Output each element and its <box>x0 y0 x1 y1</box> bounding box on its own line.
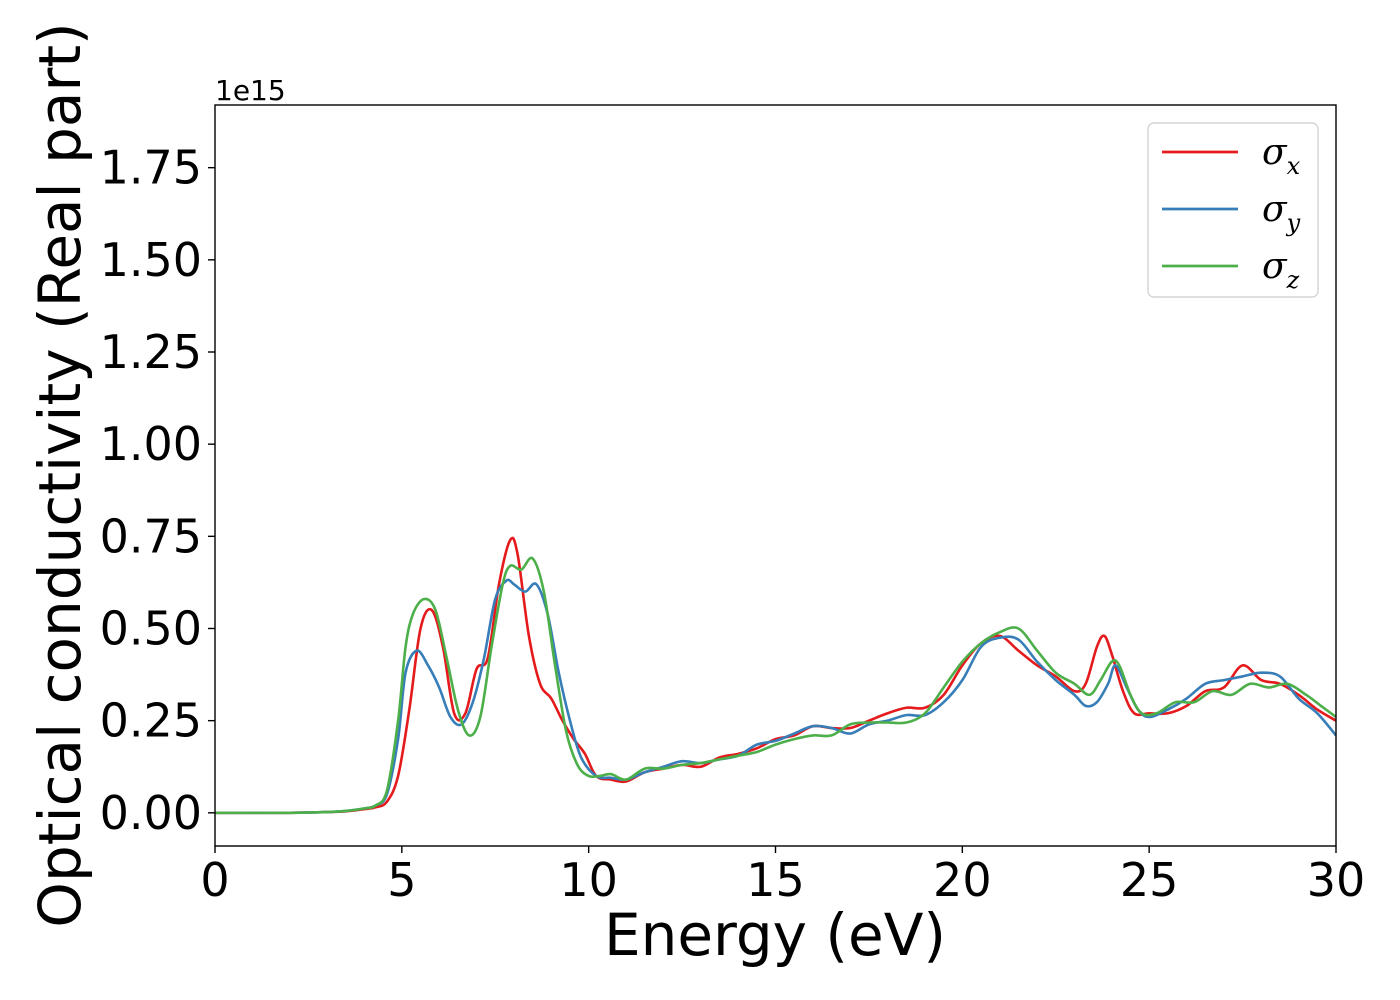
legend-label-z: σz <box>1262 246 1300 294</box>
y-tick-label: 1.00 <box>100 417 202 471</box>
y-tick-label: 1.25 <box>100 325 202 379</box>
x-tick-label: 20 <box>933 853 992 907</box>
y-axis-ticks: 0.00 0.25 0.50 0.75 1.00 1.25 1.50 1.75 <box>100 141 215 840</box>
y-tick-label: 1.75 <box>100 141 202 195</box>
x-axis-ticks: 0 5 10 15 20 25 30 <box>200 846 1365 907</box>
y-tick-label: 0.75 <box>100 509 202 563</box>
x-tick-label: 15 <box>746 853 805 907</box>
x-tick-label: 0 <box>200 853 229 907</box>
legend-subscript: z <box>1286 266 1300 294</box>
series-lines <box>215 536 1336 815</box>
series-line-y <box>215 578 1336 815</box>
x-axis-label: Energy (eV) <box>604 901 946 969</box>
y-tick-label: 1.50 <box>100 233 202 287</box>
legend-label-y: σy <box>1262 189 1301 237</box>
legend-subscript: y <box>1286 209 1301 237</box>
series-line-z <box>215 556 1336 815</box>
legend-symbol: σ <box>1262 132 1288 173</box>
legend-subscript: x <box>1287 152 1301 180</box>
legend-symbol: σ <box>1262 189 1288 230</box>
legend-label-x: σx <box>1262 132 1301 180</box>
y-axis-label: Optical conductivity (Real part) <box>26 22 94 927</box>
x-tick-label: 5 <box>387 853 416 907</box>
x-tick-label: 10 <box>559 853 618 907</box>
x-tick-label: 25 <box>1120 853 1179 907</box>
y-tick-label: 0.00 <box>100 786 202 840</box>
y-offset-label: 1e15 <box>215 74 286 107</box>
series-line-x <box>215 536 1336 815</box>
legend-symbol: σ <box>1262 246 1288 287</box>
y-tick-label: 0.50 <box>100 601 202 655</box>
x-tick-label: 30 <box>1307 853 1366 907</box>
y-tick-label: 0.25 <box>100 694 202 748</box>
